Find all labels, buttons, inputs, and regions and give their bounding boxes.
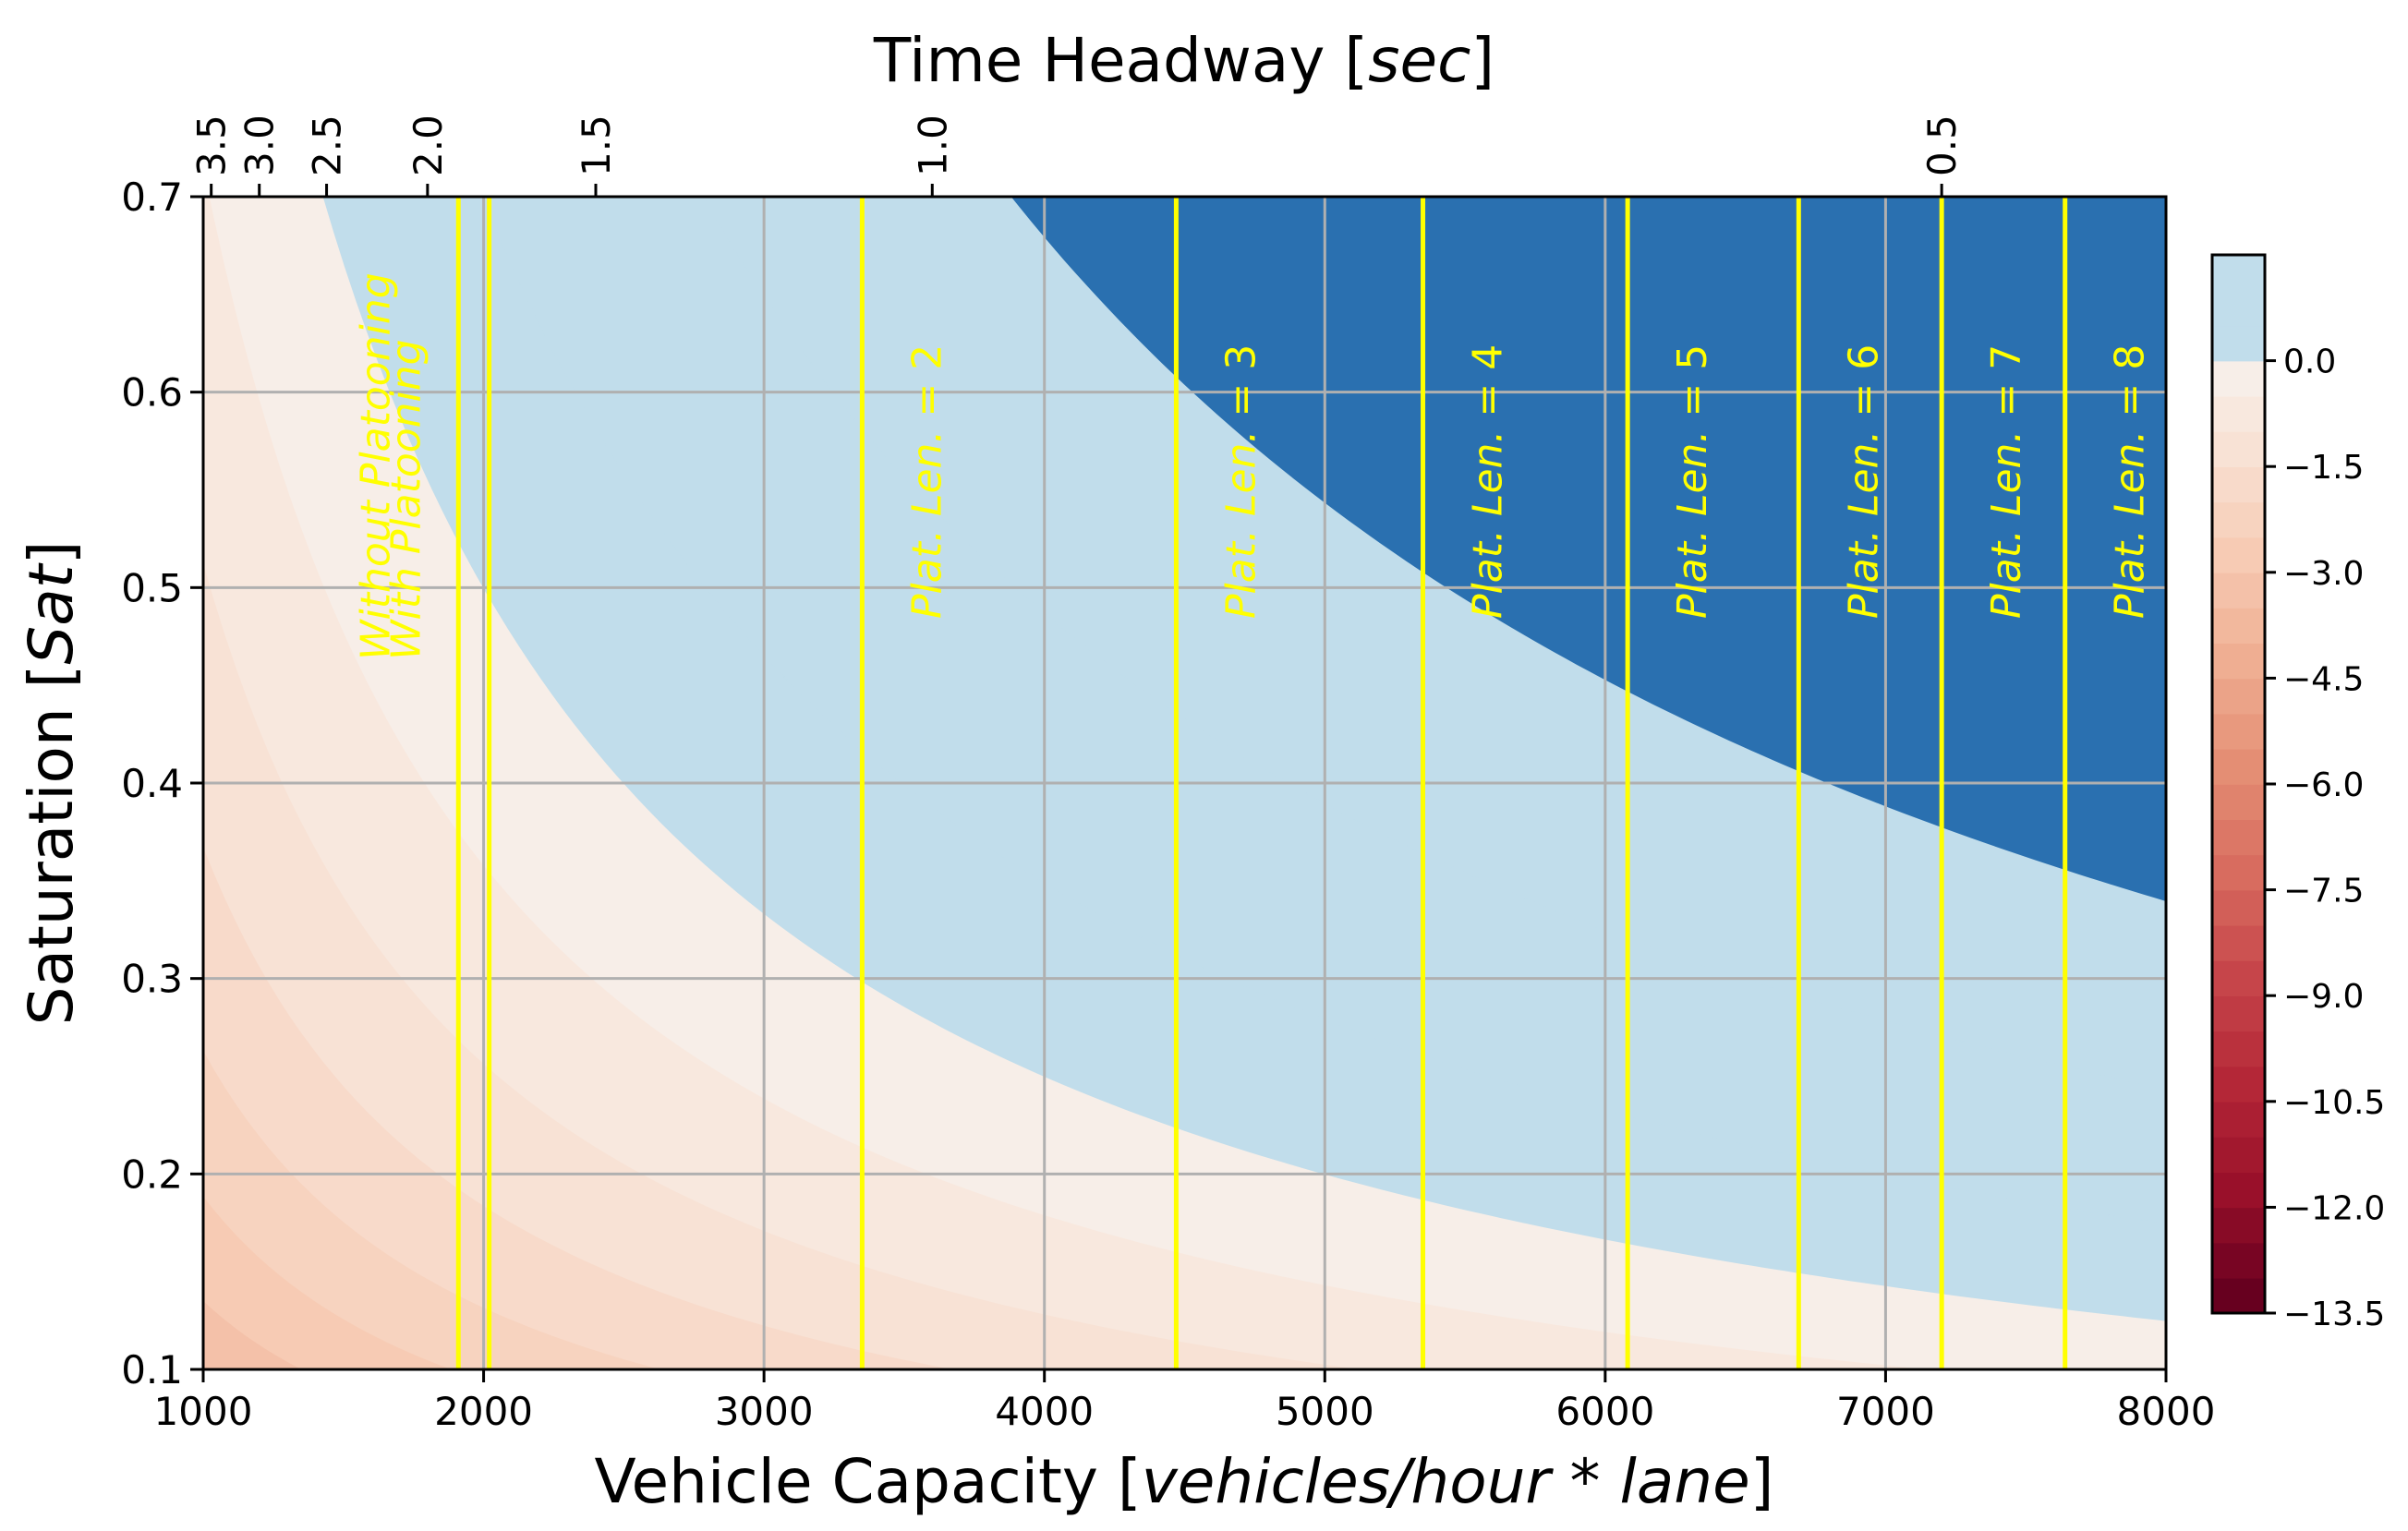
top-tick-label: 1.0 — [910, 115, 955, 176]
colorbar-swatch — [2212, 325, 2265, 362]
colorbar-swatch — [2212, 995, 2265, 1032]
x-axis-title: Vehicle Capacity [vehicles/hour * lane] — [595, 1446, 1774, 1517]
colorbar-swatch — [2212, 713, 2265, 750]
colorbar-swatch — [2212, 784, 2265, 820]
y-tick-label: 0.3 — [121, 957, 183, 1002]
platoon-line-label: Plat. Len. = 5 — [1669, 344, 1716, 619]
colorbar-swatch — [2212, 678, 2265, 715]
y-tick-label: 0.7 — [121, 175, 183, 220]
colorbar-swatch — [2212, 924, 2265, 961]
y-tick-label: 0.6 — [121, 370, 183, 416]
y-tick-label: 0.5 — [121, 565, 183, 610]
y-tick-label: 0.4 — [121, 761, 183, 806]
x-tick-label: 3000 — [715, 1389, 814, 1434]
x-tick-label: 1000 — [154, 1389, 253, 1434]
colorbar-tick-label: −13.5 — [2283, 1296, 2385, 1333]
top-axis-ticks: 3.5 3.0 2.5 2.0 1.5 1.0 0.5 — [189, 115, 1965, 197]
x-tick-label: 8000 — [2117, 1389, 2216, 1434]
colorbar-swatch — [2212, 466, 2265, 503]
colorbar-swatch — [2212, 1172, 2265, 1209]
x-tick-label: 7000 — [1836, 1389, 1935, 1434]
top-tick-label: 3.5 — [189, 115, 235, 176]
platoon-line-label: Plat. Len. = 8 — [2107, 344, 2154, 619]
colorbar-tick-label: −4.5 — [2283, 660, 2364, 698]
top-tick-label: 3.0 — [237, 115, 283, 176]
platoon-line-label: Plat. Len. = 3 — [1217, 344, 1265, 619]
colorbar-swatch — [2212, 501, 2265, 538]
top-tick-label: 1.5 — [574, 115, 619, 176]
top-axis-title: Time Headway [sec] — [873, 25, 1494, 96]
y-axis-title: Saturation [Sat] — [16, 541, 87, 1026]
colorbar-swatch — [2212, 1031, 2265, 1067]
x-tick-label: 4000 — [995, 1389, 1094, 1434]
colorbar-swatch — [2212, 572, 2265, 609]
x-tick-label: 2000 — [434, 1389, 533, 1434]
colorbar-swatch — [2212, 290, 2265, 327]
platoon-lines — [455, 197, 2068, 1369]
x-axis-ticks: 1000 2000 3000 4000 5000 6000 7000 8000 — [154, 1369, 2216, 1434]
top-tick-label: 2.0 — [405, 115, 451, 176]
platoon-line-label: With Platooning — [383, 339, 430, 660]
colorbar-swatch — [2212, 854, 2265, 891]
colorbar-tick-label: −1.5 — [2283, 449, 2364, 487]
y-tick-label: 0.1 — [121, 1347, 183, 1392]
platoon-line-label: Plat. Len. = 7 — [1983, 344, 2030, 619]
colorbar-swatch — [2212, 1066, 2265, 1103]
colorbar-swatch — [2212, 819, 2265, 856]
colorbar-swatch — [2212, 360, 2265, 397]
y-tick-label: 0.2 — [121, 1151, 183, 1197]
platoon-line-label: Without Platooning — [352, 272, 399, 660]
colorbar-swatch — [2212, 748, 2265, 785]
colorbar-tick-label: −3.0 — [2283, 555, 2364, 593]
colorbar-swatch — [2212, 1277, 2265, 1314]
colorbar-swatch — [2212, 608, 2265, 644]
colorbar-swatch — [2212, 255, 2265, 291]
colorbar-tick-label: −12.0 — [2283, 1189, 2385, 1227]
platoon-line-label: Plat. Len. = 4 — [1465, 344, 1512, 619]
y-axis-ticks: 0.1 0.2 0.3 0.4 0.5 0.6 0.7 — [121, 175, 203, 1392]
colorbar-swatch — [2212, 536, 2265, 573]
colorbar-tick-label: −9.0 — [2283, 978, 2364, 1016]
top-tick-label: 0.5 — [1919, 115, 1965, 176]
colorbar-tick-label: 0.0 — [2283, 344, 2336, 381]
colorbar-swatch — [2212, 1207, 2265, 1244]
colorbar-swatch — [2212, 960, 2265, 996]
grid — [203, 197, 2166, 1369]
platoon-line-label: Plat. Len. = 2 — [903, 344, 950, 619]
colorbar-swatch — [2212, 395, 2265, 432]
colorbar-swatch — [2212, 1137, 2265, 1173]
x-tick-label: 6000 — [1555, 1389, 1654, 1434]
colorbar-tick-label: −6.0 — [2283, 766, 2364, 804]
top-tick-label: 2.5 — [305, 115, 350, 176]
colorbar-tick-label: −10.5 — [2283, 1084, 2385, 1122]
colorbar-swatch — [2212, 431, 2265, 467]
colorbar-swatch — [2212, 1101, 2265, 1138]
colorbar-swatch — [2212, 643, 2265, 680]
contour-band — [1010, 197, 2166, 901]
colorbar-swatch — [2212, 889, 2265, 926]
colorbar-tick-label: −7.5 — [2283, 873, 2364, 910]
contour-field — [203, 197, 2166, 1369]
colorbar: 0.0 −1.5 −3.0 −4.5 −6.0 −7.5 −9.0 −10.5 −12.0 −13… — [2210, 253, 2385, 1333]
colorbar-swatch — [2212, 1242, 2265, 1279]
platoon-line-label: Plat. Len. = 6 — [1840, 344, 1887, 619]
x-tick-label: 5000 — [1276, 1389, 1374, 1434]
